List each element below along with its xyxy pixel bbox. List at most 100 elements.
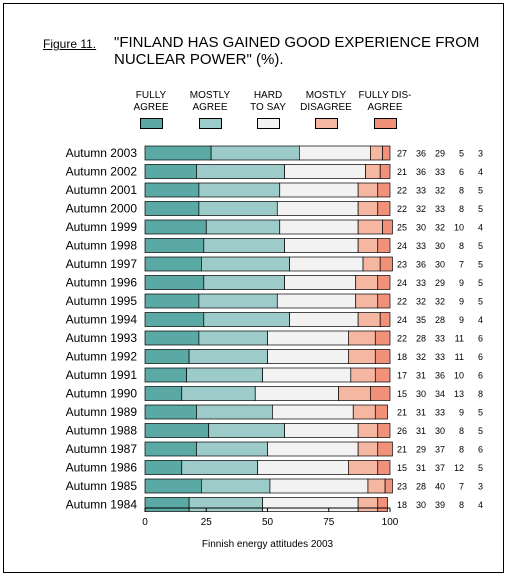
bar-segment: [188, 497, 263, 512]
bar-segment: [379, 312, 391, 327]
value-label: 24: [397, 278, 407, 288]
value-label: 23: [397, 482, 407, 492]
legend-item-mostly-disagree: MOSTLY DISAGREE: [296, 90, 356, 134]
row-label: Autumn 1988: [66, 424, 138, 438]
bar-segment: [144, 145, 212, 161]
value-label: 7: [459, 260, 464, 270]
row-label: Autumn 1997: [66, 257, 138, 271]
value-label: 9: [459, 408, 464, 418]
legend-label-hard-to-say: HARD TO SAY: [250, 90, 286, 113]
bar-segment: [365, 164, 381, 179]
value-label: 40: [435, 482, 445, 492]
value-label: 9: [459, 315, 464, 325]
value-label: 28: [435, 315, 445, 325]
value-label: 6: [478, 334, 483, 344]
value-label: 5: [478, 260, 483, 270]
bar-segment: [377, 423, 391, 438]
x-axis-title: Finnish energy attitudes 2003: [201, 539, 334, 550]
value-label: 8: [478, 389, 483, 399]
bar-segment: [374, 367, 391, 383]
bar-segment: [144, 423, 210, 438]
value-label: 32: [435, 297, 445, 307]
legend-swatch-mostly-agree: [198, 118, 222, 129]
bar-segment: [357, 238, 379, 253]
bar-segment: [348, 460, 379, 475]
value-label: 11: [455, 334, 464, 344]
bar-segment: [267, 349, 349, 364]
bar-segment: [203, 275, 286, 290]
bar-segment: [370, 145, 383, 161]
bar-segment: [205, 219, 281, 235]
value-label: 29: [435, 278, 445, 288]
value-label: 4: [478, 500, 483, 510]
value-label: 30: [435, 426, 445, 436]
bar-segment: [262, 367, 352, 383]
figure-title: "FINLAND HAS GAINED GOOD EXPERIENCE FROM…: [114, 34, 480, 68]
bar-segment: [289, 256, 364, 272]
value-label: 35: [416, 315, 426, 325]
value-label: 33: [435, 352, 445, 362]
legend-label-fully-agree: FULLY AGREE: [133, 90, 169, 113]
bar-segment: [257, 460, 349, 475]
bar-segment: [338, 386, 371, 401]
row-label: Autumn 1987: [66, 442, 138, 456]
value-label: 5: [478, 408, 483, 418]
bar-segment: [357, 201, 379, 216]
bar-segment: [196, 164, 285, 179]
bar-segment: [181, 460, 259, 475]
bar-segment: [377, 497, 388, 512]
bar-segment: [299, 145, 371, 161]
x-tick-label: 75: [323, 517, 335, 528]
bar-segment: [284, 423, 359, 438]
bar-segment: [196, 404, 273, 420]
bar-segment: [348, 349, 376, 364]
figure-frame: [3, 3, 504, 573]
value-label: 6: [478, 445, 483, 455]
row-label: Autumn 1990: [66, 387, 138, 401]
row-label: Autumn 2003: [66, 146, 138, 160]
bar-segment: [196, 441, 268, 457]
bar-segment: [382, 219, 393, 235]
bar-segment: [284, 164, 366, 179]
value-label: 21: [397, 167, 407, 177]
bar-segment: [144, 293, 200, 309]
value-label: 31: [416, 463, 426, 473]
value-label: 22: [397, 334, 407, 344]
legend-label-mostly-agree: MOSTLY AGREE: [189, 90, 231, 113]
value-label: 27: [397, 149, 407, 159]
bar-segment: [276, 293, 357, 309]
row-label: Autumn 1999: [66, 220, 138, 234]
row-label: Autumn 1996: [66, 276, 138, 290]
value-label: 33: [435, 167, 445, 177]
value-label: 24: [397, 315, 407, 325]
value-label: 30: [416, 389, 426, 399]
value-label: 33: [435, 334, 445, 344]
value-label: 3: [478, 482, 483, 492]
value-label: 18: [397, 352, 407, 362]
value-label: 34: [435, 389, 445, 399]
bar-segment: [144, 256, 202, 272]
bar-segment: [289, 312, 359, 327]
value-label: 26: [397, 426, 407, 436]
bar-segment: [357, 219, 383, 235]
value-label: 10: [454, 371, 464, 381]
bar-segment: [144, 219, 207, 235]
value-label: 33: [435, 204, 445, 214]
bar-segment: [201, 478, 271, 494]
bar-segment: [357, 441, 379, 457]
value-label: 4: [478, 315, 483, 325]
legend-label-fully-disagree: FULLY DIS- AGREE: [358, 90, 412, 113]
bar-segment: [357, 312, 381, 327]
value-label: 22: [397, 204, 407, 214]
value-label: 9: [459, 297, 464, 307]
value-label: 22: [397, 297, 407, 307]
value-label: 23: [397, 260, 407, 270]
bar-segment: [377, 460, 391, 475]
bar-segment: [377, 441, 393, 457]
value-label: 6: [478, 371, 483, 381]
value-label: 24: [397, 241, 407, 251]
bar-segment: [269, 478, 369, 494]
value-label: 30: [416, 223, 426, 233]
bar-segment: [201, 256, 290, 272]
row-label: Autumn 1986: [66, 461, 138, 475]
